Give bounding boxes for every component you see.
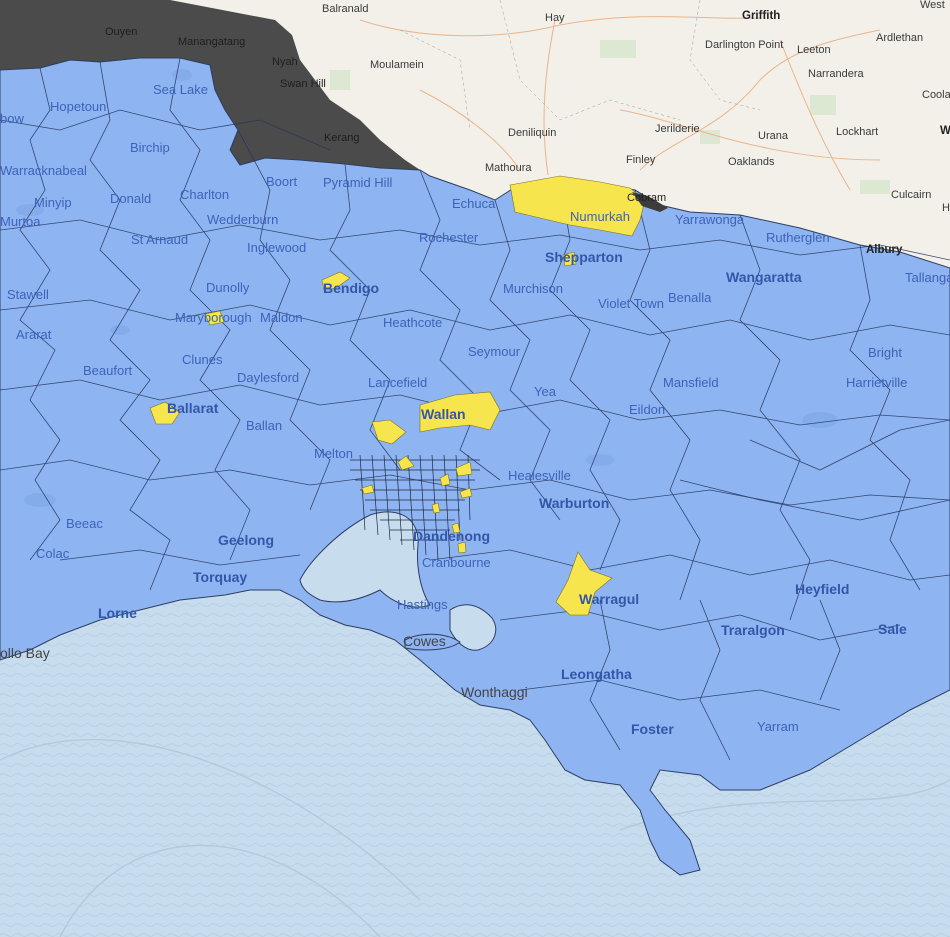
nsw-roads	[359, 16, 881, 191]
nsw-boundaries	[399, 0, 761, 131]
highlighted-regions[interactable]	[149, 175, 646, 616]
nsw-green-patches	[330, 40, 890, 194]
port-phillip-bay	[299, 511, 431, 608]
victoria-region[interactable]	[0, 57, 950, 876]
lakes	[16, 69, 838, 507]
nsw-land	[170, 0, 950, 268]
cobram-dark-area	[632, 192, 668, 212]
ocean-contour	[0, 738, 950, 937]
dark-region	[0, 0, 420, 170]
phillip-island	[404, 633, 461, 651]
